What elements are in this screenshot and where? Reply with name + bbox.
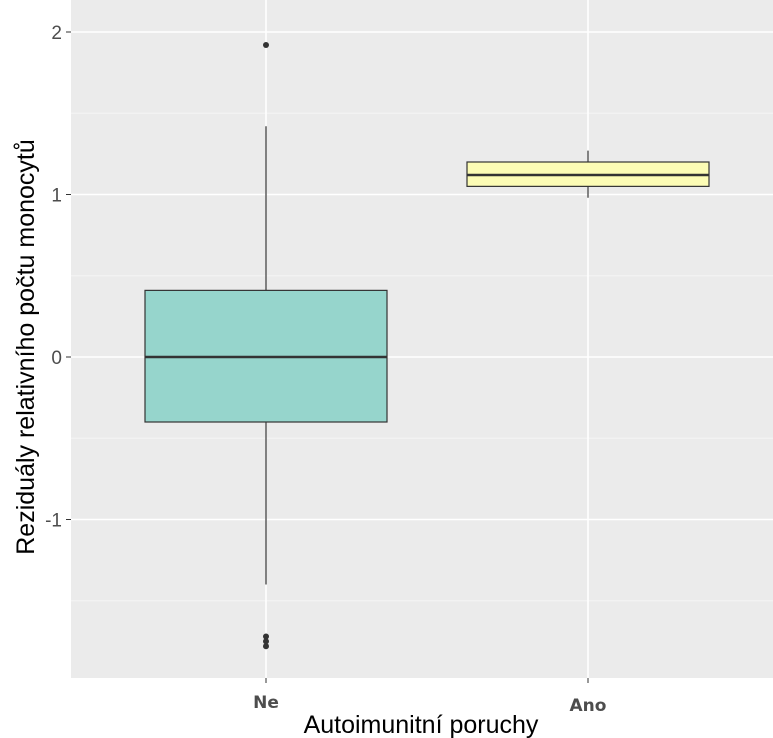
x-tick-label: Ano: [570, 696, 607, 716]
x-axis: Ne Ano: [253, 678, 606, 716]
outlier-point: [263, 42, 269, 48]
y-tick-label: 2: [51, 23, 62, 44]
boxes-layer: [144, 42, 710, 650]
y-axis-title: Reziduály relativního počtu monocytů: [12, 139, 40, 555]
x-axis-title: Autoimunitní poruchy: [304, 711, 539, 738]
y-axis: 2 1 0 -1: [45, 23, 71, 532]
outlier-point: [263, 643, 269, 650]
box-group-Ano: [466, 150, 710, 198]
outlier-point: [263, 633, 269, 640]
x-tick-label: Ne: [253, 693, 279, 713]
y-tick-label: 1: [51, 186, 62, 207]
box-group-Ne: [144, 42, 388, 650]
minor-gridlines: [71, 112, 773, 602]
y-tick-label: 0: [51, 348, 62, 369]
outlier-point: [263, 638, 269, 645]
y-tick-label: -1: [45, 511, 62, 532]
